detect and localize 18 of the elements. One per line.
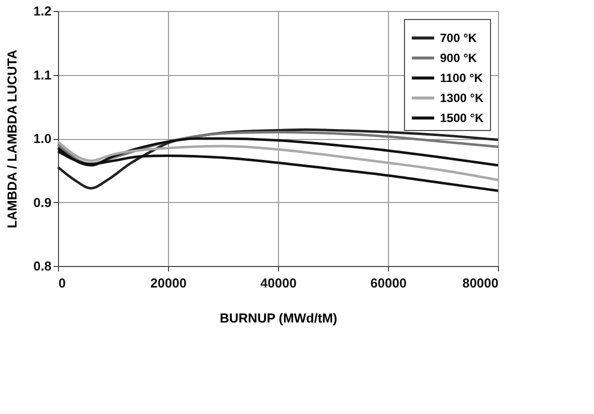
y-tick-label: 1.2 xyxy=(33,4,52,18)
x-tick-label: 80000 xyxy=(462,276,498,290)
x-tick-label: 40000 xyxy=(260,276,297,290)
legend-label: 1500 °K xyxy=(440,111,484,125)
legend-label: 900 °K xyxy=(440,51,478,65)
line-series xyxy=(56,140,500,182)
y-tick-label: 1.0 xyxy=(33,131,52,146)
y-tick-label: 1.1 xyxy=(33,67,52,82)
x-tick-label: 0 xyxy=(58,276,66,290)
y-tick-label: 0.8 xyxy=(33,258,52,274)
x-tick-label: 60000 xyxy=(370,276,407,290)
y-tick-label: 0.9 xyxy=(33,194,52,210)
legend-label: 1300 °K xyxy=(440,91,484,105)
y-axis-title: LAMBDA / LAMBDA LUCUTA xyxy=(4,49,20,228)
x-axis-title: BURNUP (MWd/tM) xyxy=(220,310,338,326)
legend-label: 1100 °K xyxy=(440,71,484,85)
x-tick-label: 20000 xyxy=(150,276,187,290)
legend-label: 700 °K xyxy=(440,31,478,45)
